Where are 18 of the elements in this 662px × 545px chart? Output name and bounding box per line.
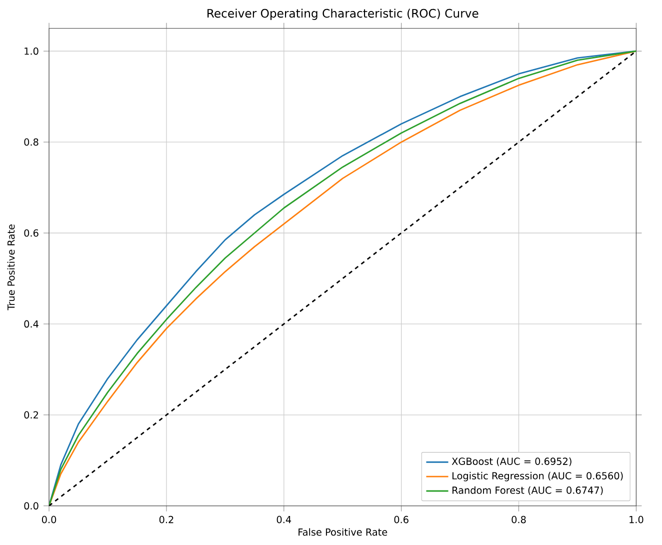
legend-label: Random Forest (AUC = 0.6747) [452, 486, 603, 496]
legend-label: XGBoost (AUC = 0.6952) [452, 458, 572, 466]
x-tick-label: 0.8 [512, 516, 526, 524]
y-tick-label: 0.8 [24, 138, 38, 146]
y-tick-label: 0.0 [24, 502, 38, 510]
y-tick-label: 0.6 [24, 230, 38, 237]
legend-label: Logistic Regression (AUC = 0.6560) [452, 472, 623, 482]
y-tick-label: 1.0 [24, 48, 38, 55]
x-tick-label: 0.0 [42, 516, 56, 524]
x-tick-label: 1.0 [630, 516, 644, 524]
x-tick-label: 0.4 [276, 516, 292, 524]
y-tick-label: 0.2 [24, 411, 38, 419]
x-tick-label: 0.2 [159, 516, 174, 524]
x-tick-label: 0.6 [394, 516, 408, 524]
chart-title: Receiver Operating Characteristic (ROC) Curve [207, 8, 478, 20]
y-tick-label: 0.4 [24, 320, 38, 328]
y-axis-title: True Positive Rate [7, 224, 15, 310]
x-axis-title: False Positive Rate [298, 528, 388, 536]
